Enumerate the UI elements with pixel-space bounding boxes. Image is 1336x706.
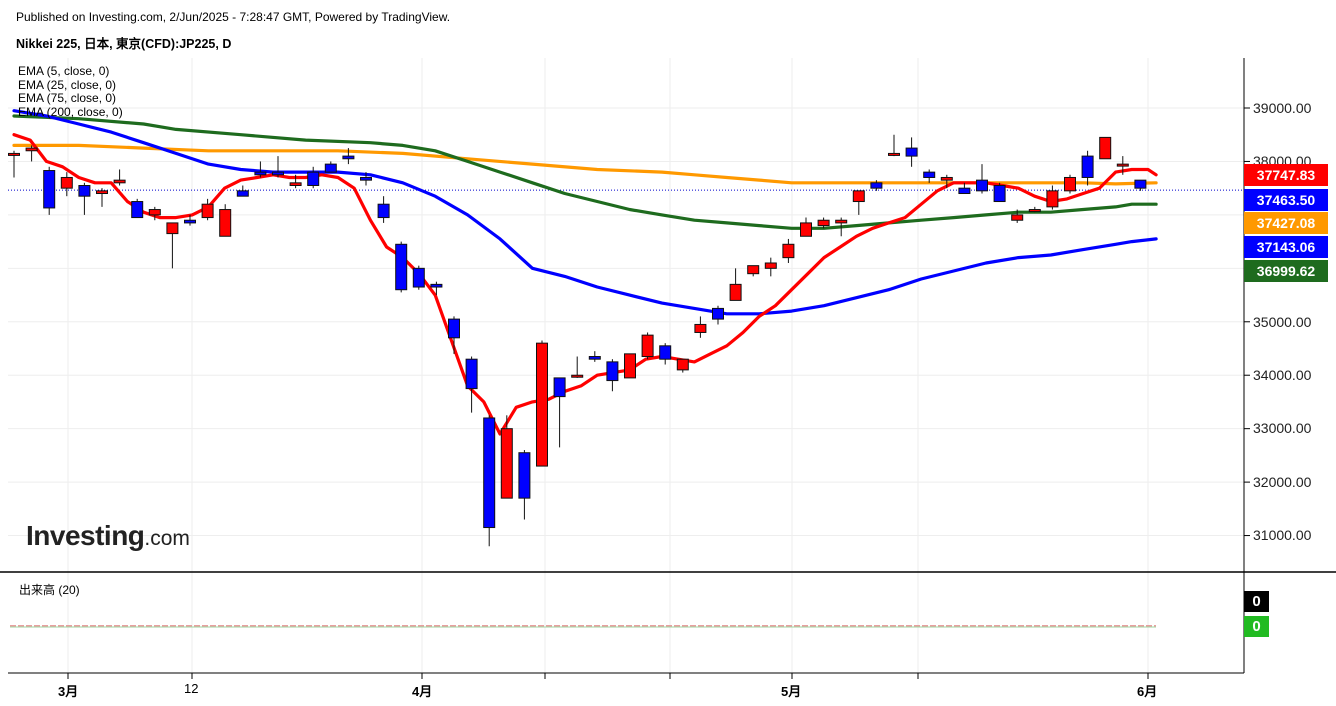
ema200-value-badge: 37427.08 xyxy=(1244,212,1328,234)
last-price-badge: 37463.50 xyxy=(1244,189,1328,211)
x-label-april: 4月 xyxy=(412,684,433,699)
candle-body xyxy=(254,171,267,176)
candle-body xyxy=(236,190,249,197)
candle-body xyxy=(553,377,566,398)
published-caption: Published on Investing.com, 2/Jun/2025 -… xyxy=(16,10,451,24)
y-tick-35000: 35000.00 xyxy=(1253,314,1312,330)
x-label-march: 3月 xyxy=(58,684,79,699)
candle-body xyxy=(25,147,38,152)
y-tick-34000: 34000.00 xyxy=(1253,367,1312,383)
candle-body xyxy=(219,209,232,237)
candle-body xyxy=(518,452,531,499)
ema5-value-badge: 37747.83 xyxy=(1244,164,1328,186)
candle-body xyxy=(1134,179,1147,189)
candle-body xyxy=(606,361,619,382)
candle-body xyxy=(1011,214,1024,221)
candle-body xyxy=(430,283,443,288)
candle-body xyxy=(817,219,830,227)
ema200-line xyxy=(12,143,1158,186)
candle-body xyxy=(800,222,812,237)
candle-body xyxy=(1028,209,1041,213)
ema25-value-badge: 37143.06 xyxy=(1244,236,1328,258)
candle-body xyxy=(1081,155,1094,178)
candle-body xyxy=(659,345,672,360)
candle-body xyxy=(694,323,707,333)
candle-body xyxy=(764,262,777,269)
candle-body xyxy=(729,283,742,301)
candle-body xyxy=(1116,163,1129,167)
candle-body xyxy=(289,182,302,186)
candle-body xyxy=(993,184,1006,203)
symbol-title: Nikkei 225, 日本, 東京(CFD):JP225, D xyxy=(16,37,232,51)
candle-body xyxy=(307,171,320,186)
candle-body xyxy=(60,176,73,189)
candle-body xyxy=(131,201,144,219)
candle-body xyxy=(624,353,636,379)
candle-body xyxy=(536,342,548,467)
volume-value-badge: 0 xyxy=(1244,591,1269,612)
candle-body xyxy=(1099,136,1112,160)
candle-body xyxy=(588,356,601,360)
candle-body xyxy=(78,184,91,197)
candle-body xyxy=(1046,190,1059,208)
ema25-line xyxy=(12,109,1158,316)
legend-ema5[interactable]: EMA (5, close, 0) xyxy=(18,64,110,78)
candle-body xyxy=(1064,176,1076,192)
candle-body xyxy=(641,334,654,358)
candle-body xyxy=(782,243,795,259)
candle-body xyxy=(201,203,214,219)
candle-body xyxy=(448,318,460,339)
candle-body xyxy=(571,374,584,378)
volume-ma-badge: 0 xyxy=(1244,616,1269,637)
y-tick-32000: 32000.00 xyxy=(1253,474,1312,490)
candle-body xyxy=(923,171,936,178)
candle-body xyxy=(96,190,108,195)
legend-ema75[interactable]: EMA (75, close, 0) xyxy=(18,91,117,106)
candle-body xyxy=(870,182,883,189)
candle-body xyxy=(958,187,971,195)
candle-body xyxy=(342,155,355,160)
candle-body xyxy=(500,428,513,499)
candle-body xyxy=(483,417,496,529)
volume-title: 出来高 (20) xyxy=(19,583,80,597)
candle-body xyxy=(166,222,179,235)
candle-body xyxy=(940,176,953,181)
x-label-12: 12 xyxy=(184,681,199,696)
candle-body xyxy=(852,190,865,203)
candle-body xyxy=(8,152,20,156)
candle-body xyxy=(905,147,918,157)
candle-body xyxy=(465,358,478,390)
candle-body xyxy=(360,176,372,181)
candle-body xyxy=(976,179,988,192)
candle-body xyxy=(676,358,689,371)
candle-body xyxy=(412,267,425,288)
candle-body xyxy=(184,219,196,224)
candle-body xyxy=(888,152,900,156)
x-label-may: 5月 xyxy=(781,684,802,699)
x-label-june: 6月 xyxy=(1137,684,1158,699)
candle-body xyxy=(712,307,724,320)
ema75-value-badge: 36999.62 xyxy=(1244,260,1328,282)
legend-ema25[interactable]: EMA (25, close, 0) xyxy=(18,77,117,92)
candle-body xyxy=(113,179,126,184)
y-tick-33000: 33000.00 xyxy=(1253,420,1312,436)
investing-logo: Investing.com xyxy=(26,520,190,551)
candle-body xyxy=(747,265,760,275)
legend-ema200[interactable]: EMA (200, close, 0) xyxy=(18,104,123,119)
candle-body xyxy=(272,171,284,176)
candle-body xyxy=(148,209,161,216)
ema75-line xyxy=(12,114,1158,230)
y-tick-39000: 39000.00 xyxy=(1253,100,1312,116)
indicator-legend: EMA (5, close, 0) EMA (25, close, 0) EMA… xyxy=(18,64,123,119)
y-tick-31000: 31000.00 xyxy=(1253,527,1312,543)
candle-body xyxy=(324,163,337,173)
candle-body xyxy=(835,219,848,224)
candle-body xyxy=(395,243,408,291)
candle-body xyxy=(377,203,390,219)
candle-body xyxy=(43,170,56,209)
